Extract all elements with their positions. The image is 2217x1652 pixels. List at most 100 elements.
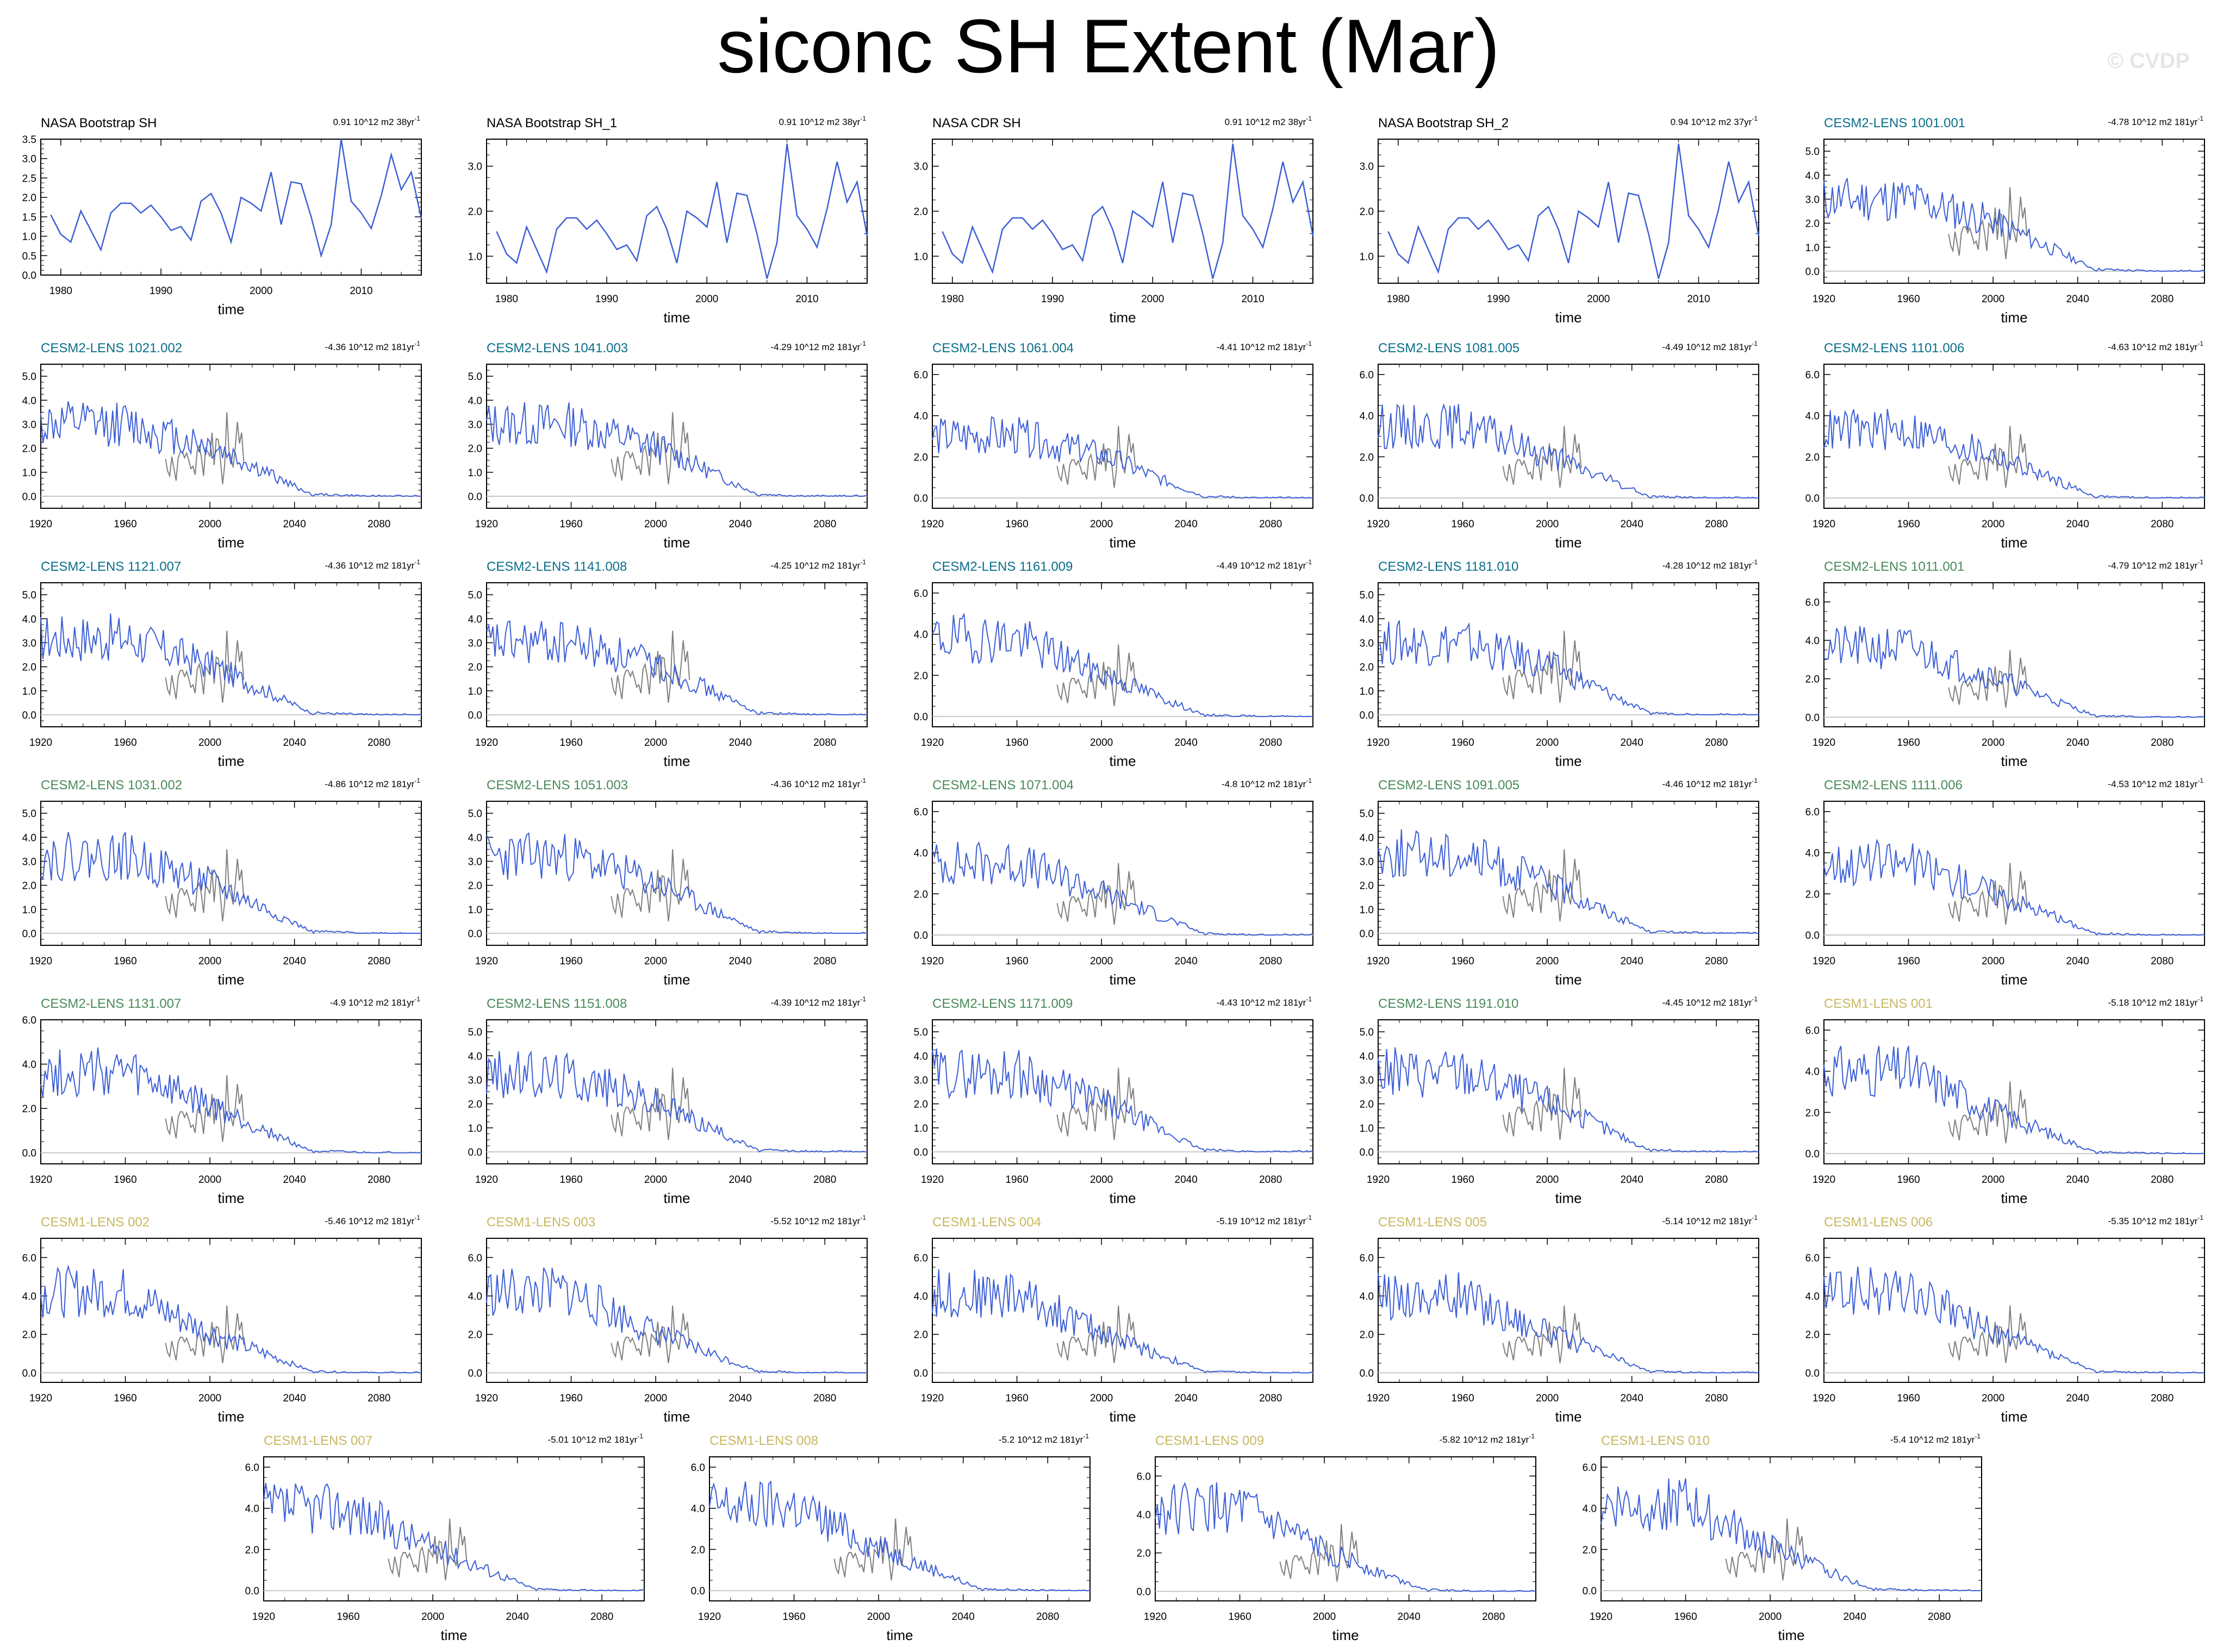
plot-frame <box>263 1456 645 1601</box>
series-line <box>932 841 1313 936</box>
y-tick-label: 2.5 <box>22 173 36 184</box>
series-line <box>496 144 868 279</box>
trend-exponent: -1 <box>1306 1214 1312 1221</box>
plot-frame <box>1378 801 1759 946</box>
y-tick-label: 2.0 <box>1805 1107 1820 1119</box>
x-tick-label: 1960 <box>1451 737 1474 749</box>
y-tick-label: 0.0 <box>468 1368 482 1379</box>
obs-series-line <box>1948 1305 2028 1363</box>
y-tick-label: 0.0 <box>468 491 482 503</box>
y-tick-label: 2.0 <box>245 1544 259 1556</box>
y-tick-label: 4.0 <box>691 1504 705 1515</box>
obs-series-line <box>1056 644 1136 707</box>
y-tick-label: 4.0 <box>914 848 928 859</box>
x-tick-label: 2040 <box>2066 1174 2089 1186</box>
panel-title: CESM2-LENS 1041.003 <box>487 341 628 356</box>
obs-series-line <box>611 1305 690 1363</box>
y-tick-label: 4.0 <box>1137 1510 1151 1521</box>
plot-frame <box>709 1456 1091 1601</box>
chart-panel: CESM2-LENS 1141.008 -4.25 10^12 m2 181yr-… <box>468 558 868 769</box>
trend-label: -5.35 10^12 m2 181yr-1 <box>2108 1214 2203 1226</box>
x-tick-label: 1960 <box>1005 519 1028 530</box>
series-line <box>1378 1272 1759 1374</box>
y-tick-label: 4.0 <box>1360 1051 1374 1062</box>
y-tick-label: 2.0 <box>914 1099 928 1111</box>
x-tick-label: 2080 <box>2151 519 2174 530</box>
y-tick-label: 5.0 <box>1360 808 1374 820</box>
y-tick-label: 0.0 <box>1805 712 1820 724</box>
plot-frame <box>932 364 1313 509</box>
y-tick-label: 4.0 <box>1805 635 1820 647</box>
y-tick-label: 6.0 <box>1805 1025 1820 1037</box>
y-tick-label: 2.0 <box>468 662 482 674</box>
plot-frame <box>1823 1019 2205 1164</box>
x-tick-label: 2080 <box>1705 737 1728 749</box>
y-tick-label: 3.0 <box>22 638 36 649</box>
y-tick-label: 3.0 <box>468 856 482 868</box>
trend-exponent: -1 <box>1529 1432 1535 1440</box>
y-tick-label: 2.0 <box>468 207 482 218</box>
x-tick-label: 2080 <box>1928 1611 1951 1623</box>
x-tick-label: 2000 <box>1090 956 1113 967</box>
x-tick-label: 1920 <box>475 519 498 530</box>
y-tick-label: 3.0 <box>1360 638 1374 649</box>
chart-panel: CESM2-LENS 1011.001 -4.79 10^12 m2 181yr-… <box>1805 558 2205 769</box>
y-tick-label: 2.0 <box>1360 1330 1374 1341</box>
x-tick-label: 1920 <box>1367 519 1390 530</box>
y-tick-label: 1.0 <box>22 232 36 243</box>
panel-title: NASA Bootstrap SH <box>41 116 157 130</box>
x-tick-label: 1990 <box>1041 294 1064 305</box>
x-tick-label: 1920 <box>921 956 944 967</box>
x-tick-label: 1920 <box>1813 1393 1835 1404</box>
x-tick-label: 2080 <box>590 1611 613 1623</box>
trend-exponent: -1 <box>2197 1214 2203 1221</box>
plot-frame <box>40 801 422 946</box>
x-tick-label: 2040 <box>1175 737 1198 749</box>
obs-series-line <box>1502 426 1582 488</box>
y-tick-label: 4.0 <box>468 1051 482 1062</box>
x-tick-label: 2000 <box>1536 956 1559 967</box>
page-title: siconc SH Extent (Mar) <box>717 3 1500 89</box>
x-tick-label: 1960 <box>1228 1611 1251 1623</box>
chart-panel: CESM1-LENS 003 -5.52 10^12 m2 181yr-1 0.0 2… <box>468 1214 868 1425</box>
x-axis-label: time <box>663 753 690 769</box>
x-tick-label: 1960 <box>782 1611 805 1623</box>
plot-frame <box>932 801 1313 946</box>
y-tick-label: 6.0 <box>1805 807 1820 818</box>
series-line <box>1378 403 1759 499</box>
x-tick-label: 1960 <box>559 1174 582 1186</box>
y-tick-label: 2.0 <box>1805 889 1820 900</box>
x-axis-label: time <box>1109 753 1136 769</box>
obs-series-line <box>165 1305 245 1363</box>
trend-exponent: -1 <box>860 340 866 347</box>
x-tick-label: 2040 <box>1621 519 1643 530</box>
series-line <box>1387 144 1760 279</box>
trend-exponent: -1 <box>860 115 866 122</box>
y-tick-label: 3.0 <box>914 1075 928 1086</box>
x-tick-label: 1920 <box>1367 956 1390 967</box>
trend-exponent: -1 <box>2197 558 2203 566</box>
panel-title: CESM2-LENS 1061.004 <box>932 341 1074 356</box>
x-tick-label: 1920 <box>698 1611 721 1623</box>
x-tick-label: 2040 <box>283 956 306 967</box>
chart-panel: CESM2-LENS 1111.006 -4.53 10^12 m2 181yr-… <box>1805 777 2205 988</box>
series-line <box>50 139 422 258</box>
panel-title: CESM2-LENS 1021.002 <box>41 341 182 356</box>
plot-frame <box>932 1238 1313 1383</box>
x-tick-label: 2010 <box>1687 294 1710 305</box>
x-axis-label: time <box>1109 309 1136 326</box>
x-tick-label: 2000 <box>1982 737 2004 749</box>
x-tick-label: 1920 <box>921 1393 944 1404</box>
y-tick-label: 2.0 <box>22 444 36 455</box>
y-tick-label: 2.0 <box>1805 674 1820 685</box>
x-tick-label: 2040 <box>1175 1174 1198 1186</box>
x-tick-label: 2080 <box>2151 737 2174 749</box>
panel-title: CESM2-LENS 1051.003 <box>487 778 628 793</box>
plot-frame <box>1823 139 2205 284</box>
series-line <box>40 832 421 934</box>
obs-series-line <box>1725 1518 1805 1581</box>
obs-series-line <box>1502 1068 1582 1140</box>
series-line <box>1823 178 2205 272</box>
x-tick-label: 1960 <box>559 519 582 530</box>
y-tick-label: 1.0 <box>1360 905 1374 916</box>
